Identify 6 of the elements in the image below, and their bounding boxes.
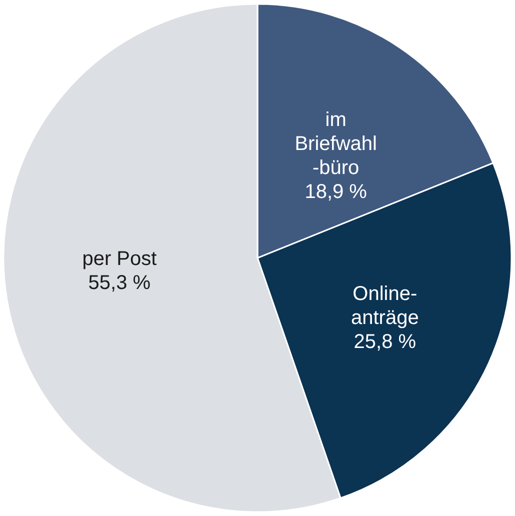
slice-label: im Briefwahl -büro [294,108,377,179]
data-label: 55,3 % [88,272,151,294]
data-label: 18,9 % [304,180,368,203]
data-label: 25,8 % [354,331,416,354]
slice-label: per Post [82,248,158,270]
slice-label: Online- anträge [350,283,419,330]
